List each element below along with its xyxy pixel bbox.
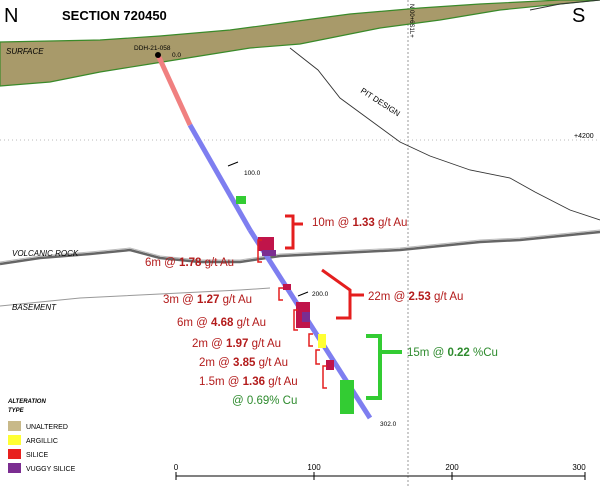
au-bracket-2m-b bbox=[315, 349, 320, 365]
vuggy-silice-interval bbox=[262, 250, 276, 256]
scale-label: 0 bbox=[174, 463, 179, 472]
legend-label: UNALTERED bbox=[26, 424, 68, 431]
basement-label: BASEMENT bbox=[12, 303, 57, 312]
south-label: S bbox=[572, 5, 585, 27]
legend-label: SILICE bbox=[26, 452, 49, 459]
cu-bracket-15m bbox=[366, 334, 382, 400]
legend-swatch-silice bbox=[8, 449, 21, 459]
legend-swatch-vuggy-silice bbox=[8, 463, 21, 473]
au-bracket-10m bbox=[285, 214, 295, 250]
volcanic-rock-contact-highlight bbox=[0, 229, 600, 263]
intercept-label: 3m @ 1.27 g/t Au bbox=[163, 294, 252, 306]
scale-bar: 0 100 200 300 bbox=[174, 463, 586, 480]
intercept-label: 22m @ 2.53 g/t Au bbox=[368, 291, 463, 303]
depth-start: 0.0 bbox=[172, 52, 181, 59]
silice-interval bbox=[258, 237, 274, 251]
intercept-label: 2m @ 1.97 g/t Au bbox=[192, 338, 281, 350]
surface-label: SURFACE bbox=[6, 47, 44, 56]
intercept-label: 6m @ 4.68 g/t Au bbox=[177, 317, 266, 329]
overburden-band bbox=[0, 0, 600, 87]
cu-intercept-label: 15m @ 0.22 %Cu bbox=[407, 347, 498, 359]
drillhole-name: DDH-21-058 bbox=[134, 45, 171, 52]
intercept-label: 1.5m @ 1.36 g/t Au bbox=[199, 376, 298, 388]
au-intercept-labels: 10m @ 1.33 g/t Au 6m @ 1.78 g/t Au 22m @… bbox=[145, 217, 463, 388]
cu-note: @ 0.69% Cu bbox=[232, 395, 297, 407]
northing-label: N 00+6S1L+ bbox=[408, 4, 414, 38]
depth-end: 302.0 bbox=[380, 421, 397, 428]
pit-design-line-upper bbox=[529, 0, 600, 11]
cu-interval bbox=[340, 380, 354, 414]
section-title: SECTION 720450 bbox=[62, 8, 167, 23]
au-bracket-3m bbox=[278, 287, 283, 301]
au-bracket-2m-a bbox=[308, 333, 313, 347]
legend-label: ARGILLIC bbox=[26, 438, 58, 445]
legend-label: VUGGY SILICE bbox=[26, 466, 76, 473]
elevation-label: +4200 bbox=[574, 133, 594, 140]
scale-label: 200 bbox=[445, 463, 459, 472]
au-bracket-1.5m bbox=[322, 365, 327, 389]
au-brackets bbox=[257, 214, 364, 389]
depth-200: 200.0 bbox=[312, 291, 329, 298]
pit-design-label: PIT DESIGN bbox=[359, 86, 402, 118]
silice-interval bbox=[326, 360, 334, 370]
argillic-interval bbox=[318, 334, 326, 348]
scale-label: 300 bbox=[572, 463, 586, 472]
intercept-label: 2m @ 3.85 g/t Au bbox=[199, 357, 288, 369]
au-bracket-6m-b bbox=[293, 309, 298, 331]
intercept-label: 6m @ 1.78 g/t Au bbox=[145, 257, 234, 269]
alteration-legend: ALTERATION TYPE UNALTERED ARGILLIC SILIC… bbox=[7, 399, 76, 473]
legend-swatch-argillic bbox=[8, 435, 21, 445]
drillhole bbox=[155, 52, 373, 420]
vuggy-silice-interval bbox=[302, 312, 310, 322]
depth-100: 100.0 bbox=[244, 170, 261, 177]
silice-interval bbox=[283, 284, 291, 290]
basement-contact bbox=[0, 287, 271, 307]
tick-200 bbox=[297, 291, 309, 297]
volcanic-rock-contact bbox=[0, 230, 600, 266]
cu-bracket bbox=[366, 334, 402, 400]
drillhole-collar-segment bbox=[155, 53, 193, 127]
au-bracket-6m bbox=[257, 239, 262, 263]
tick-100 bbox=[227, 161, 239, 167]
scale-label: 100 bbox=[307, 463, 321, 472]
legend-title: TYPE bbox=[8, 408, 25, 414]
argillic-interval bbox=[236, 196, 246, 204]
volcanic-rock-label: VOLCANIC ROCK bbox=[12, 249, 79, 258]
au-bracket-22m bbox=[321, 268, 352, 320]
legend-swatch-unaltered bbox=[8, 421, 21, 431]
intercept-label: 10m @ 1.33 g/t Au bbox=[312, 217, 407, 229]
drillhole-upper-segment bbox=[187, 123, 253, 232]
north-label: N bbox=[4, 5, 18, 27]
pit-design-line bbox=[289, 47, 600, 221]
collar-dot bbox=[155, 52, 161, 58]
legend-title: ALTERATION bbox=[7, 399, 46, 405]
